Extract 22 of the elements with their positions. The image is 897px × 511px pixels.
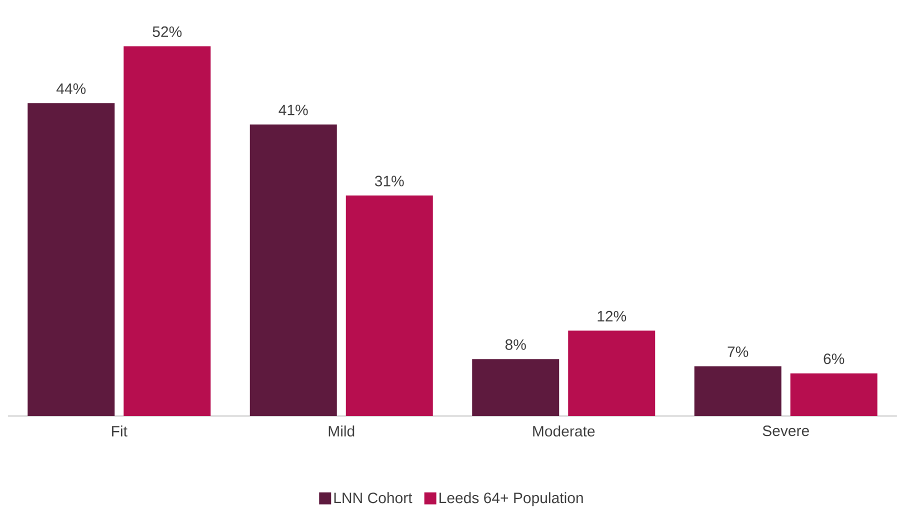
data-label: 31% (374, 176, 404, 186)
data-label: 52% (152, 26, 182, 38)
x-tick-label: Moderate (533, 426, 595, 437)
bar (250, 124, 337, 416)
data-label: 8% (505, 339, 526, 350)
data-label: 6% (824, 354, 844, 364)
data-label: 12% (598, 310, 626, 322)
bar (568, 330, 656, 416)
bar (124, 46, 211, 416)
x-tick-label: Severe (762, 426, 809, 436)
bar (472, 359, 560, 416)
legend-label: Leeds 64+ Population (440, 492, 583, 506)
bar (346, 196, 433, 416)
x-tick-label: Mild (328, 426, 354, 437)
bar (790, 373, 878, 416)
data-label: 44% (56, 83, 86, 94)
bar (694, 366, 782, 416)
bar (28, 103, 115, 416)
legend-label: LNN Cohort (334, 492, 412, 504)
data-label: 41% (278, 104, 308, 116)
x-tick-label: Fit (112, 426, 128, 436)
data-label: 7% (728, 346, 748, 358)
